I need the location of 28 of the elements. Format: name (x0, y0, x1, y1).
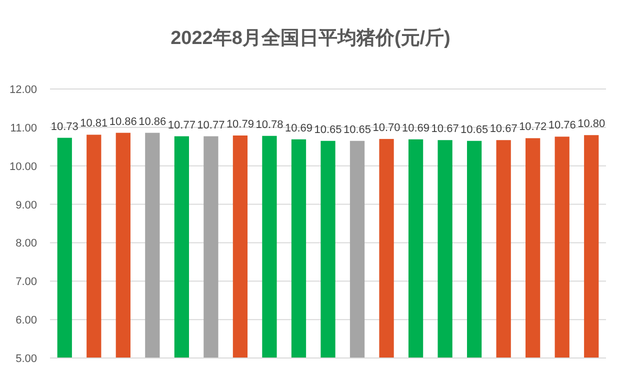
data-label: 10.67 (431, 123, 459, 136)
data-label: 10.80 (578, 118, 606, 130)
y-tick-label: 11.00 (10, 122, 37, 134)
data-label: 10.86 (109, 116, 137, 128)
data-label: 10.78 (256, 118, 284, 131)
data-label: 10.65 (344, 124, 372, 136)
data-label: 10.76 (548, 120, 576, 132)
data-label: 10.65 (314, 124, 342, 136)
data-label: 10.65 (460, 124, 488, 136)
y-tick-label: 8.00 (16, 238, 37, 250)
data-label: 10.67 (490, 123, 518, 136)
y-tick-label: 12.00 (9, 84, 37, 96)
y-tick-label: 5.00 (16, 353, 37, 365)
data-label: 10.86 (138, 116, 166, 128)
data-label: 10.77 (197, 119, 225, 132)
data-label: 10.72 (519, 121, 547, 134)
y-tick-label: 10.00 (9, 160, 37, 173)
y-tick-label: 9.00 (16, 199, 37, 212)
data-label: 10.73 (50, 120, 78, 133)
data-label: 10.69 (284, 122, 312, 134)
data-label: 10.79 (226, 118, 254, 130)
data-label: 10.69 (402, 122, 430, 134)
y-tick-label: 6.00 (16, 314, 37, 327)
data-label: 10.70 (372, 122, 400, 134)
data-label: 10.81 (80, 118, 108, 130)
data-label: 10.77 (168, 119, 196, 132)
y-tick-label: 7.00 (16, 276, 37, 288)
chart-title: 2022年8月全国日平均猪价(元/斤) (170, 27, 450, 49)
